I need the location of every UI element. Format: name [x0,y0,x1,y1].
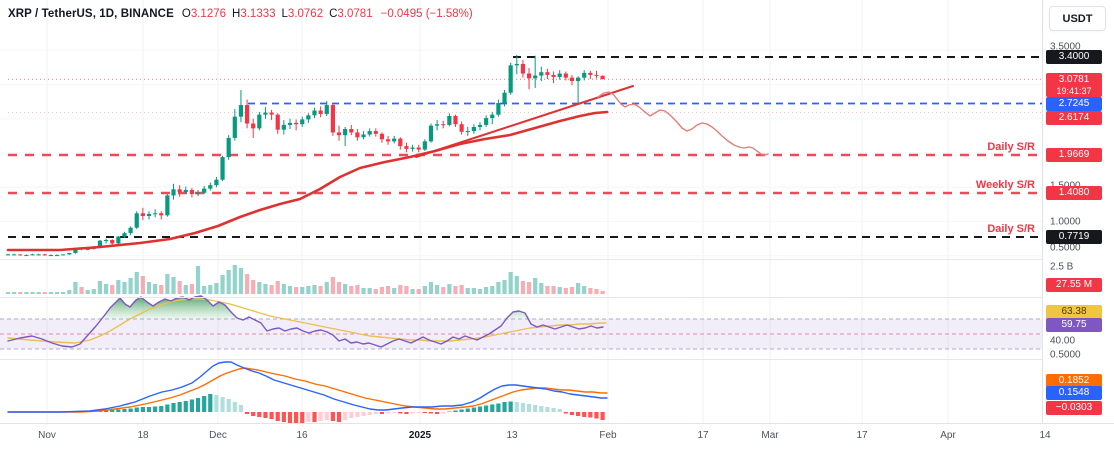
price-label-pill: 63.38 [1046,305,1102,319]
support-resistance-label: Daily S/R [987,223,1035,235]
close-label: C [329,8,338,20]
price-label-pill: 2.6174 [1046,110,1102,125]
bar-countdown: 19:41:37 [1056,86,1092,96]
chart-canvas[interactable] [0,0,1042,423]
open-value: 3.1276 [190,8,227,20]
low-label: L [281,8,288,20]
price-label-pill: −0.0303 [1046,401,1102,415]
high-value: 3.1333 [240,8,276,20]
currency-toggle-button[interactable]: USDT [1049,6,1106,31]
open-label: O [181,8,191,20]
symbol-legend[interactable]: XRP / TetherUS, 1D, BINANCE O3.1276 H3.1… [8,8,473,20]
symbol-title[interactable]: XRP / TetherUS, 1D, BINANCE [8,8,174,20]
time-axis-tick: 13 [506,430,518,441]
price-label-pill: 1.4080 [1046,186,1102,200]
price-label-pill: 0.7719 [1046,230,1102,244]
price-axis-tick: 40.00 [1050,335,1076,347]
price-label-pill: 0.1548 [1046,386,1102,400]
price-label-pill: 0.1852 [1046,374,1102,388]
price-label-pill: 3.4000 [1046,50,1102,64]
ohlc-values: O3.1276 H3.1333 L3.0762 C3.0781 [182,8,373,20]
time-axis-tick: Apr [940,430,956,441]
time-axis-tick: Feb [599,430,617,441]
high-label: H [232,8,241,20]
price-axis-tick: 0.5000 [1050,349,1081,361]
time-axis-tick: 2025 [408,430,432,441]
price-label-pill: 1.9669 [1046,148,1102,162]
price-axis-tick: 3.5000 [1050,41,1081,53]
support-resistance-label: Daily S/R [987,141,1035,153]
low-value: 3.0762 [287,8,324,20]
time-axis-tick: Mar [761,430,779,441]
close-value: 3.0781 [337,8,373,20]
change-value: −0.0495 (−1.58%) [380,8,473,20]
time-axis-tick: 17 [856,430,868,441]
price-label-pill: 59.75 [1046,317,1102,332]
price-axis-tick: 0.5000 [1050,242,1081,254]
price-axis-tick: 2.5 B [1050,261,1074,273]
price-label-pill: 2.7245 [1046,97,1102,111]
price-axis-tick: 1.0000 [1050,216,1081,228]
time-axis-tick: 18 [137,430,149,441]
time-axis-tick: 14 [1039,430,1051,441]
time-axis-tick: 17 [697,430,709,441]
price-label-pill: 3.0781 19:41:37 [1046,73,1102,97]
time-axis-tick: Nov [38,430,56,441]
time-axis-tick: 16 [296,430,308,441]
time-axis-tick: Dec [209,430,227,441]
time-axis[interactable]: Nov 18 Dec 16 2025 13 Feb 17 Mar 17 Apr 14 [0,423,1114,452]
price-label-pill: 27.55 M [1046,278,1102,292]
support-resistance-label: Weekly S/R [975,179,1035,191]
